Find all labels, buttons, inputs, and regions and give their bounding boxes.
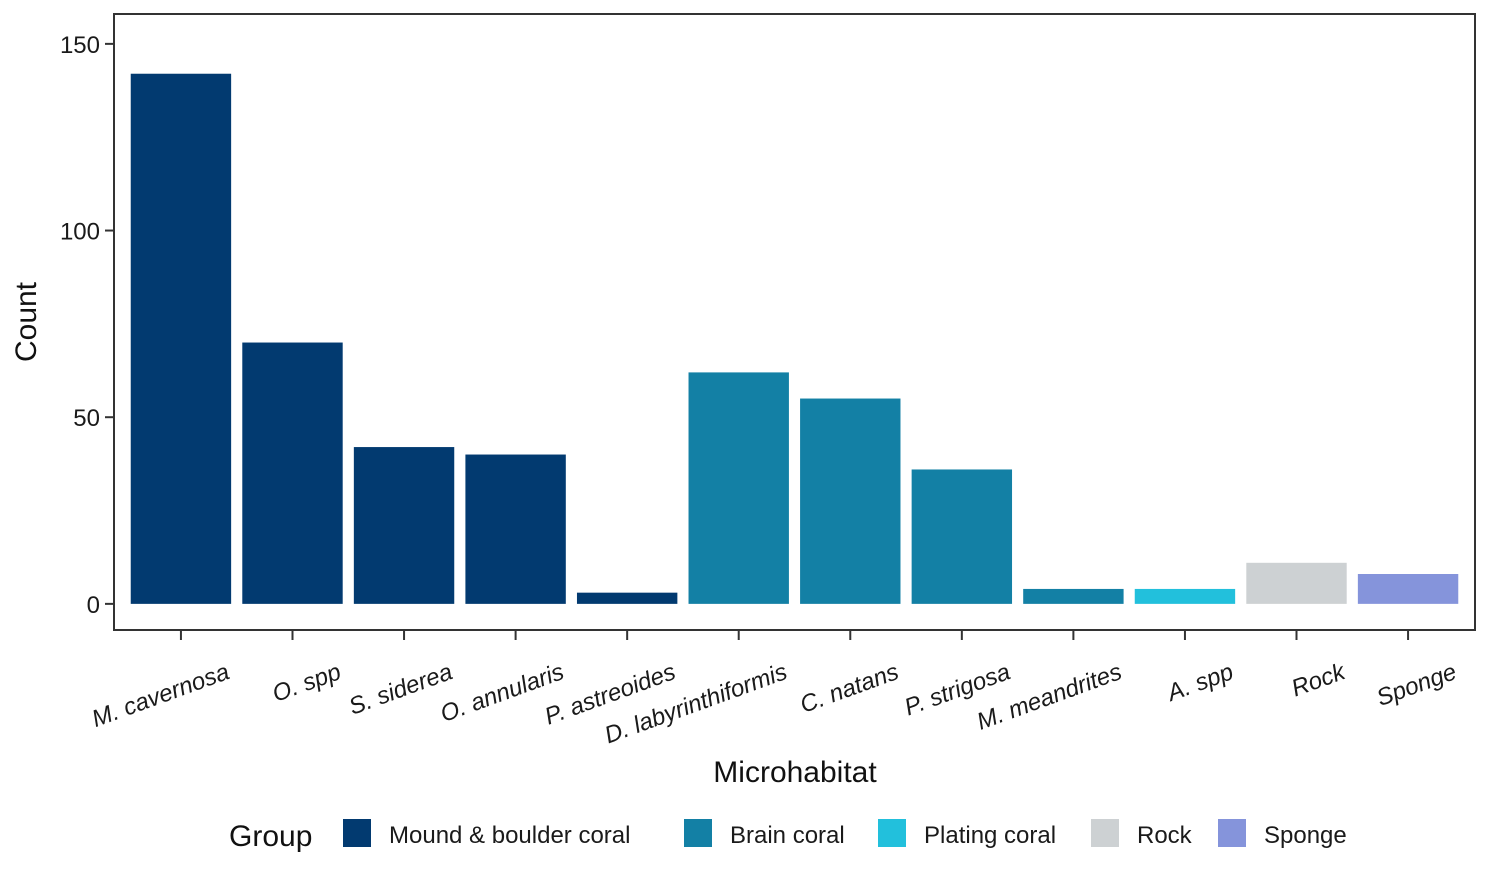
y-tick-label: 0 xyxy=(87,592,100,619)
x-tick-label: M. cavernosa xyxy=(88,658,233,733)
legend-key xyxy=(684,819,712,847)
bar xyxy=(1357,574,1459,604)
bar xyxy=(353,447,455,604)
legend-title: Group xyxy=(229,820,312,853)
x-axis-title: Microhabitat xyxy=(713,756,877,789)
bar xyxy=(1023,588,1124,604)
y-axis-title: Count xyxy=(10,281,43,362)
x-tick-label: D. labyrinthiformis xyxy=(601,658,791,749)
bar xyxy=(576,592,678,604)
y-tick-label: 100 xyxy=(60,219,100,246)
bar xyxy=(242,342,343,604)
legend-key xyxy=(1218,819,1246,847)
x-tick-label: A. spp xyxy=(1162,658,1237,707)
x-tick-label: Rock xyxy=(1288,658,1350,703)
legend: Group Mound & boulder coral Brain coral Pl… xyxy=(229,819,1347,853)
bar xyxy=(688,372,789,604)
y-tick-label: 150 xyxy=(60,32,100,59)
x-tick-label: O. spp xyxy=(269,658,345,708)
legend-label: Rock xyxy=(1137,822,1193,849)
y-tick-label: 50 xyxy=(73,405,100,432)
x-tick-label: Sponge xyxy=(1373,658,1460,712)
legend-key xyxy=(1091,819,1119,847)
bar xyxy=(1134,588,1236,604)
bars xyxy=(130,73,1459,604)
legend-label: Plating coral xyxy=(924,822,1056,849)
bar xyxy=(465,454,566,604)
bar xyxy=(800,398,901,604)
legend-label: Mound & boulder coral xyxy=(389,822,630,849)
y-axis: 0 50 100 150 xyxy=(60,32,114,619)
x-tick-label: C. natans xyxy=(797,658,903,719)
legend-label: Sponge xyxy=(1264,822,1347,849)
legend-key xyxy=(878,819,906,847)
legend-key xyxy=(343,819,371,847)
bar xyxy=(911,469,1013,604)
bar xyxy=(1246,562,1347,604)
legend-label: Brain coral xyxy=(730,822,845,849)
bar xyxy=(130,73,232,604)
